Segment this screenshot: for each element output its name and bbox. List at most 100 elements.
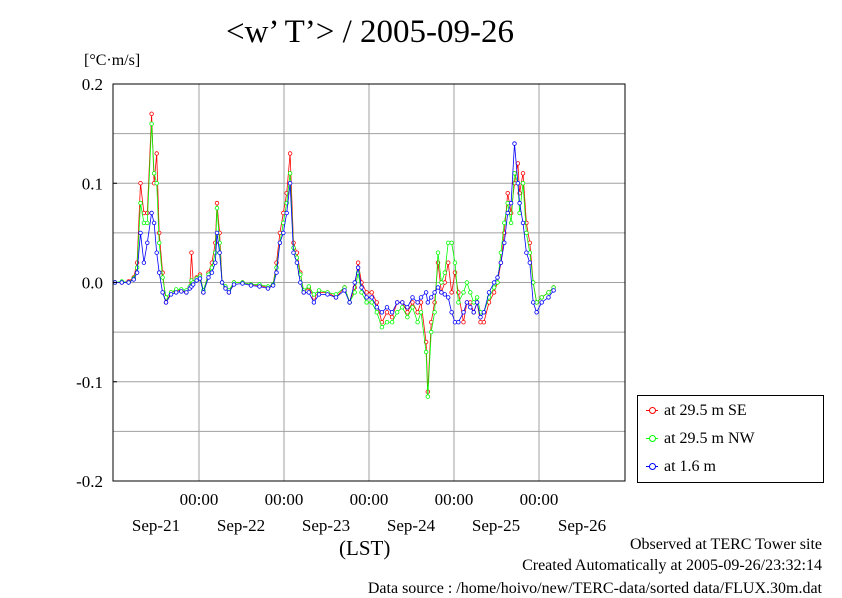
legend-label-se: at 29.5 m SE	[664, 402, 747, 419]
data-point	[442, 270, 447, 275]
legend-swatch-1-6m	[646, 462, 658, 472]
data-point	[464, 300, 470, 305]
data-point	[446, 260, 451, 265]
y-tick-label: 0.1	[82, 174, 103, 193]
data-point	[517, 200, 522, 206]
data-point	[173, 290, 179, 295]
data-point	[163, 300, 169, 305]
y-axis-unit-label: [°C·m/s]	[84, 52, 141, 69]
x-tick-date-label: Sep-21	[132, 516, 180, 535]
data-point	[515, 180, 521, 186]
data-point	[491, 280, 497, 285]
x-tick-date-label: Sep-25	[472, 516, 520, 535]
legend: at 29.5 m SE at 29.5 m NW at 1.6 m	[637, 395, 824, 483]
data-point	[449, 310, 454, 315]
legend-swatch-se	[646, 406, 658, 416]
data-point	[194, 278, 199, 283]
x-axis-label: (LST)	[339, 536, 391, 560]
data-point	[138, 200, 143, 206]
data-point	[270, 283, 276, 288]
data-point	[410, 305, 415, 310]
data-point	[213, 260, 218, 265]
data-point	[520, 171, 526, 176]
data-point	[461, 310, 466, 315]
data-point	[352, 290, 357, 295]
y-tick-label: -0.2	[76, 472, 103, 491]
data-point	[248, 283, 254, 288]
data-point	[131, 277, 136, 282]
data-point	[352, 280, 357, 285]
legend-label-nw: at 29.5 m NW	[664, 430, 755, 447]
data-point	[389, 310, 395, 315]
data-point	[274, 270, 279, 275]
y-tick-label: 0.0	[82, 274, 103, 293]
data-point	[384, 305, 390, 310]
data-point	[429, 295, 434, 300]
data-point	[306, 284, 311, 289]
data-point	[316, 288, 322, 293]
data-point	[461, 320, 466, 325]
data-point	[274, 265, 279, 270]
data-point	[531, 300, 536, 305]
data-point	[145, 220, 150, 226]
data-point	[481, 310, 487, 315]
series-2	[112, 141, 556, 325]
data-point	[551, 288, 556, 293]
data-point	[333, 295, 339, 300]
data-point	[265, 286, 271, 291]
data-point	[226, 290, 232, 295]
footer-observed: Observed at TERC Tower site	[629, 536, 822, 553]
data-point	[291, 250, 296, 255]
data-point	[301, 290, 306, 295]
data-point	[281, 230, 286, 236]
x-tick-time-label: 00:00	[265, 490, 304, 509]
data-point	[546, 290, 551, 295]
data-point	[439, 290, 444, 295]
data-point	[423, 349, 429, 355]
data-point	[206, 275, 211, 280]
data-point	[474, 295, 480, 300]
data-point	[508, 200, 514, 206]
data-point	[119, 280, 124, 285]
x-tick-date-label: Sep-26	[558, 516, 606, 535]
data-point	[298, 280, 303, 285]
data-point	[201, 290, 206, 295]
data-point	[502, 240, 507, 245]
data-point	[154, 151, 159, 156]
data-point	[400, 300, 405, 305]
data-point	[478, 315, 483, 320]
data-point	[156, 240, 162, 245]
data-point	[154, 180, 159, 186]
data-point	[524, 230, 529, 236]
data-point	[369, 295, 374, 300]
data-point	[149, 111, 154, 116]
data-point	[306, 290, 311, 295]
data-point	[474, 300, 480, 305]
data-point	[495, 275, 500, 280]
data-point	[374, 305, 379, 310]
data-point	[359, 290, 364, 295]
data-point	[160, 275, 165, 280]
data-point	[355, 265, 361, 270]
x-tick-date-label: Sep-24	[387, 516, 436, 535]
legend-label-1-6m: at 1.6 m	[664, 458, 716, 475]
data-point	[379, 325, 385, 330]
y-tick-label: -0.1	[76, 373, 103, 392]
data-point	[145, 240, 150, 245]
x-tick-time-label: 00:00	[435, 490, 474, 509]
x-tick-date-label: Sep-22	[217, 516, 265, 535]
data-point	[486, 290, 492, 295]
data-point	[539, 295, 544, 300]
data-point	[439, 280, 444, 285]
series-layer	[112, 111, 556, 399]
data-point	[505, 210, 510, 216]
data-point	[197, 276, 203, 281]
data-point	[395, 310, 400, 315]
series-1	[112, 121, 556, 399]
data-point	[359, 285, 364, 290]
data-point	[284, 210, 289, 216]
data-point	[520, 180, 526, 186]
x-tick-time-label: 00:00	[350, 490, 389, 509]
data-point	[168, 292, 174, 297]
